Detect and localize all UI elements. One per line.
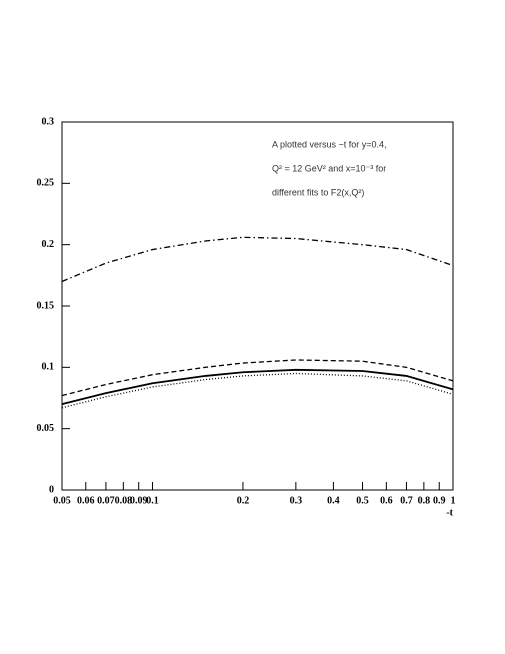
x-tick-label: 0.08 bbox=[115, 495, 133, 506]
x-tick-label: 0.5 bbox=[356, 495, 369, 506]
x-tick-label: 0.1 bbox=[146, 495, 159, 506]
y-tick-label: 0.2 bbox=[42, 239, 55, 250]
y-tick-label: 0 bbox=[49, 484, 54, 495]
line bbox=[61, 368, 454, 406]
x-tick-label: 0.09 bbox=[130, 495, 148, 506]
line bbox=[61, 359, 454, 397]
x-tick-label: 0.07 bbox=[97, 495, 115, 506]
x-tick-label: 0.7 bbox=[400, 495, 413, 506]
x-tick-label: 0.4 bbox=[327, 495, 340, 506]
x-tick-label: 0.9 bbox=[433, 495, 446, 506]
x-tick-label: 1 bbox=[451, 495, 456, 506]
plot-frame bbox=[61, 121, 454, 491]
annotation: A plotted versus −t for y=0.4, bbox=[272, 139, 387, 149]
x-tick-label: 0.2 bbox=[237, 495, 250, 506]
x-tick-label: 0.3 bbox=[290, 495, 303, 506]
y-tick-label: 0.25 bbox=[37, 178, 55, 189]
y-tick-label: 0.3 bbox=[42, 116, 55, 127]
line bbox=[61, 236, 454, 283]
x-tick-label: 0.6 bbox=[380, 495, 393, 506]
x-tick-label: 0.06 bbox=[77, 495, 95, 506]
y-tick-label: 0.15 bbox=[37, 300, 55, 311]
y-tick-label: 0.05 bbox=[37, 423, 55, 434]
x-tick-label: 0.05 bbox=[53, 495, 71, 506]
annotation: Q² = 12 GeV² and x=10⁻³ for bbox=[272, 163, 386, 173]
y-tick-label: 0.1 bbox=[42, 362, 55, 373]
x-tick-label: 0.8 bbox=[418, 495, 431, 506]
line bbox=[61, 372, 454, 409]
annotation: different fits to F2(x,Q²) bbox=[272, 187, 364, 197]
x-axis-label: -t bbox=[446, 507, 453, 518]
